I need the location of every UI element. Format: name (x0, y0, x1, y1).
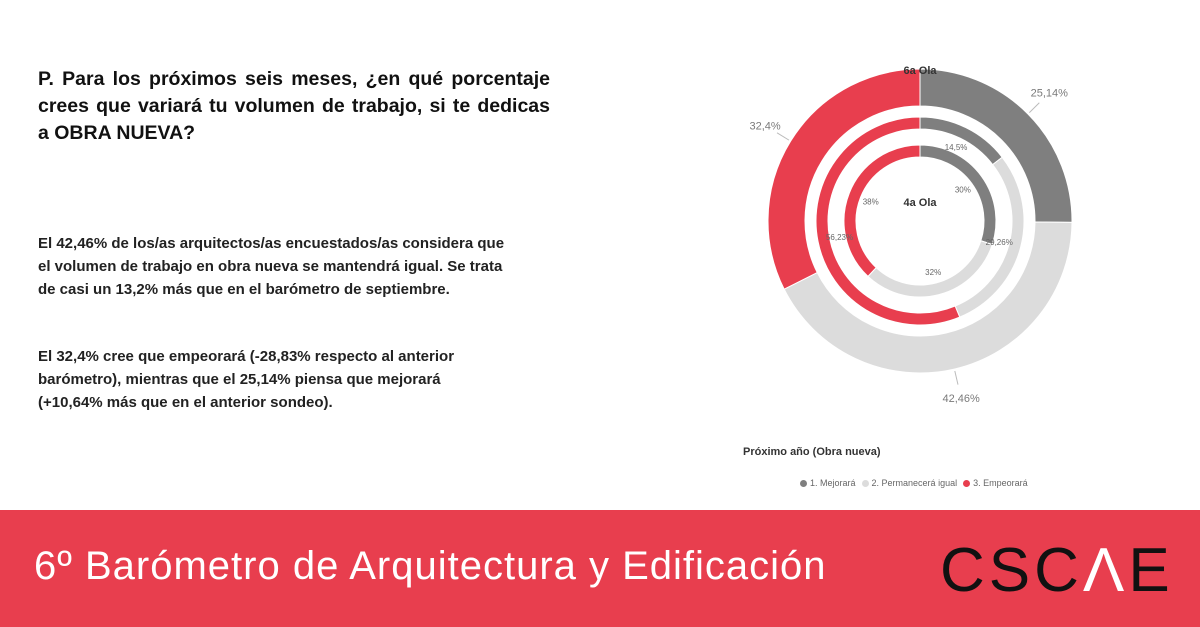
chart-legend: 1. Mejorará 2. Permanecerá igual 3. Empe… (800, 478, 1028, 488)
question-text: P. Para los próximos seis meses, ¿en qué… (38, 68, 550, 144)
ring1-leader-line-2-permanecera-igual (954, 370, 959, 385)
ring2-data-label-1-mejorara: 14,5% (945, 143, 968, 152)
ring3-data-label-3-empeorara: 38% (863, 197, 879, 206)
legend-item-permanecera: 2. Permanecerá igual (861, 478, 958, 488)
ring1-leader-line-3-empeorara (776, 132, 790, 141)
chart-title: Próximo año (Obra nueva) (743, 446, 881, 458)
ring1-data-label-3-empeorara: 32,4% (750, 120, 781, 132)
ring-title-inner: 4a Ola (903, 197, 937, 209)
footer-title: 6º Barómetro de Arquitectura y Edificaci… (34, 544, 827, 588)
summary-paragraph-1: El 42,46% de los/as arquitectos/as encue… (38, 235, 505, 298)
ring3-data-label-1-mejorara: 30% (955, 186, 971, 195)
ring3-data-label-2-permanecera-igual: 32% (925, 268, 941, 277)
ring1-slice-2-permanecera-igual (783, 221, 1073, 374)
ring2-slice-3-empeorara (815, 116, 961, 326)
ring2-data-label-2-permanecera-igual: 29,26% (986, 238, 1013, 247)
nested-donut-chart: 25,14% 42,46% 32,4% 14,5% 29,26% 56,23% 30% 32%… (743, 65, 1073, 458)
ring1-data-label-1-mejorara: 25,14% (1031, 88, 1069, 100)
legend-label-permanecera: 2. Permanecerá igual (871, 478, 958, 488)
legend-swatch-permanecera (861, 479, 869, 487)
ring1-slice-3-empeorara (767, 68, 921, 290)
footer-banner: 6º Barómetro de Arquitectura y Edificaci… (0, 510, 1200, 627)
ring1-data-label-2-permanecera-igual: 42,46% (942, 393, 980, 405)
legend-label-empeorara: 3. Empeorará (973, 478, 1028, 488)
ring3-slice-1-mejorara (919, 144, 997, 246)
legend-swatch-mejorara (800, 479, 807, 487)
summary-paragraph-2: El 32,4% cree que empeorará (-28,83% res… (38, 348, 455, 411)
legend-swatch-empeorara (963, 479, 971, 487)
legend-item-mejorara: 1. Mejorará (800, 478, 856, 488)
ring3-slice-3-empeorara (843, 144, 921, 278)
ring1-leader-line-1-mejorara (1029, 102, 1040, 113)
ring2-data-label-3-empeorara: 56,23% (826, 233, 853, 242)
legend-label-mejorara: 1. Mejorará (810, 478, 856, 488)
cscae-logo: CSCΛE (940, 536, 1174, 605)
legend-item-empeorara: 3. Empeorará (963, 478, 1028, 488)
ring-title-outer: 6a Ola (903, 65, 937, 77)
